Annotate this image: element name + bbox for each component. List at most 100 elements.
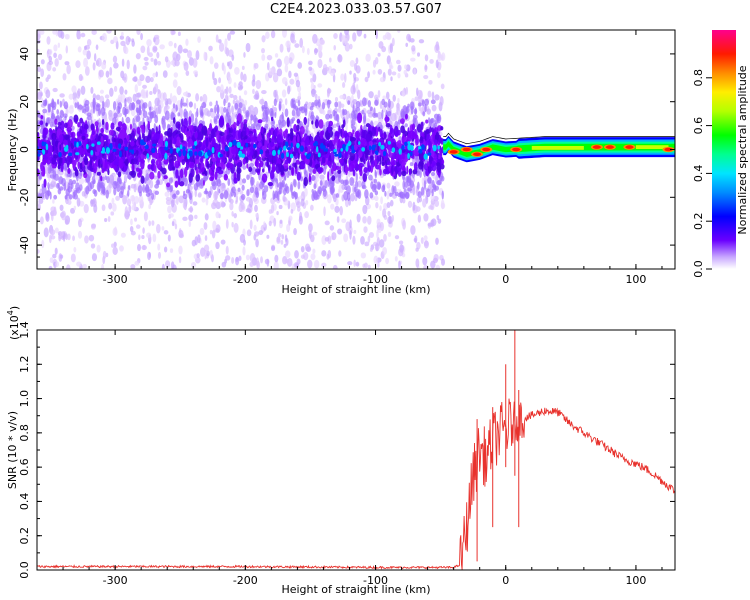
- heatmap-noise-cell: [338, 250, 342, 257]
- heatmap-band-cell: [111, 135, 115, 143]
- heatmap-mid-cell: [45, 190, 50, 200]
- heatmap-band-cell: [280, 164, 285, 176]
- heatmap-mid-cell: [355, 180, 359, 189]
- heatmap-noise-cell: [326, 88, 332, 94]
- heatmap-mid-cell: [231, 186, 236, 194]
- heatmap-noise-cell: [221, 261, 227, 268]
- heatmap-noise-cell: [300, 198, 305, 207]
- heatmap-mid-cell: [405, 191, 410, 199]
- heatmap-noise-cell: [173, 72, 179, 78]
- heatmap-noise-cell: [172, 51, 178, 61]
- heatmap-band-cell: [435, 131, 440, 141]
- heatmap-noise-cell: [244, 99, 248, 106]
- heatmap-noise-cell: [290, 208, 294, 214]
- heatmap-noise-cell: [405, 86, 409, 95]
- heatmap-mid-cell: [355, 107, 361, 112]
- heatmap-band-cell: [41, 169, 45, 177]
- heatmap-noise-cell: [321, 250, 327, 257]
- heatmap-mid-cell: [273, 98, 277, 107]
- heatmap-noise-cell: [170, 261, 175, 269]
- heatmap-mid-cell: [343, 190, 349, 201]
- heatmap-noise-cell: [276, 68, 283, 77]
- heatmap-noise-cell: [435, 59, 439, 69]
- heatmap-band-cell: [74, 166, 78, 172]
- heatmap-mid-cell: [171, 193, 177, 200]
- heatmap-mid-cell: [59, 100, 63, 108]
- heatmap-noise-cell: [203, 222, 208, 230]
- heatmap-band-cell: [83, 158, 89, 166]
- heatmap-mid-cell: [146, 115, 149, 123]
- heatmap-noise-cell: [304, 211, 310, 219]
- heatmap-noise-cell: [423, 264, 429, 269]
- heatmap-band-cell: [42, 127, 47, 138]
- heatmap-band-cell: [60, 162, 64, 173]
- heatmap-band-cell: [118, 158, 124, 169]
- heatmap-mid-cell: [317, 98, 321, 108]
- heatmap-noise-cell: [106, 30, 112, 34]
- heatmap-noise-cell: [177, 44, 183, 54]
- heatmap-noise-cell: [374, 195, 379, 201]
- heatmap-noise-cell: [440, 199, 445, 210]
- heatmap-mid-cell: [55, 182, 60, 189]
- heatmap-noise-cell: [248, 104, 254, 112]
- heatmap-noise-cell: [333, 44, 337, 51]
- heatmap-noise-cell: [405, 42, 409, 47]
- heatmap-noise-cell: [167, 205, 172, 214]
- heatmap-band-cell: [358, 149, 363, 159]
- heatmap-band-cell: [96, 171, 101, 176]
- heatmap-noise-cell: [224, 94, 229, 104]
- heatmap-band-cell: [161, 167, 167, 175]
- heatmap-noise-cell: [266, 258, 270, 267]
- heatmap-mid-cell: [118, 178, 122, 185]
- heatmap-noise-cell: [120, 93, 126, 103]
- heatmap-noise-cell: [337, 107, 342, 113]
- heatmap-mid-cell: [180, 98, 183, 109]
- heatmap-noise-cell: [398, 240, 404, 245]
- heatmap-mid-cell: [101, 100, 105, 109]
- heatmap-noise-cell: [109, 66, 113, 76]
- heatmap-noise-cell: [324, 220, 330, 226]
- heatmap-noise-cell: [113, 85, 118, 93]
- heatmap-mid-cell: [364, 189, 369, 199]
- heatmap-noise-cell: [77, 218, 82, 228]
- heatmap-mid-cell: [204, 188, 208, 194]
- heatmap-noise-cell: [352, 235, 356, 245]
- heatmap-mid-cell: [328, 178, 332, 186]
- heatmap-noise-cell: [121, 58, 125, 67]
- heatmap-noise-cell: [92, 62, 96, 71]
- heatmap-band-cell: [264, 139, 268, 149]
- heatmap-band-cell: [327, 171, 330, 182]
- heatmap-noise-cell: [215, 241, 220, 250]
- heatmap-mid-cell: [249, 162, 255, 168]
- heatmap-band-cell: [262, 136, 265, 147]
- heatmap-noise-cell: [274, 254, 279, 263]
- heatmap-noise-cell: [194, 188, 197, 198]
- heatmap-mid-cell: [105, 189, 109, 199]
- heatmap-noise-cell: [342, 82, 346, 88]
- heatmap-noise-cell: [233, 212, 238, 219]
- heatmap-noise-cell: [94, 174, 100, 180]
- heatmap-noise-cell: [353, 229, 357, 235]
- heatmap-mid-cell: [79, 170, 83, 176]
- heatmap-mid-cell: [368, 174, 373, 181]
- heatmap-noise-cell: [70, 253, 76, 263]
- heatmap-noise-cell: [331, 232, 337, 241]
- heatmap-noise-cell: [76, 261, 82, 267]
- heatmap-noise-cell: [246, 229, 252, 237]
- heatmap-mid-cell: [420, 186, 425, 196]
- heatmap-mid-cell: [424, 103, 427, 113]
- heatmap-band-cell: [282, 130, 288, 138]
- heatmap-band-cell: [70, 131, 76, 139]
- heatmap-band-cell: [321, 130, 325, 136]
- heatmap-band-cell: [157, 170, 161, 179]
- heatmap-band-cell: [427, 147, 432, 153]
- heatmap-noise-cell: [389, 43, 393, 54]
- heatmap-noise-cell: [341, 34, 346, 44]
- heatmap-noise-cell: [153, 37, 156, 43]
- heatmap-noise-cell: [189, 185, 193, 191]
- heatmap-noise-cell: [327, 109, 332, 115]
- heatmap-noise-cell: [343, 233, 349, 243]
- heatmap-band-cell: [246, 147, 250, 156]
- heatmap-noise-cell: [233, 222, 239, 233]
- heatmap-noise-cell: [146, 232, 152, 239]
